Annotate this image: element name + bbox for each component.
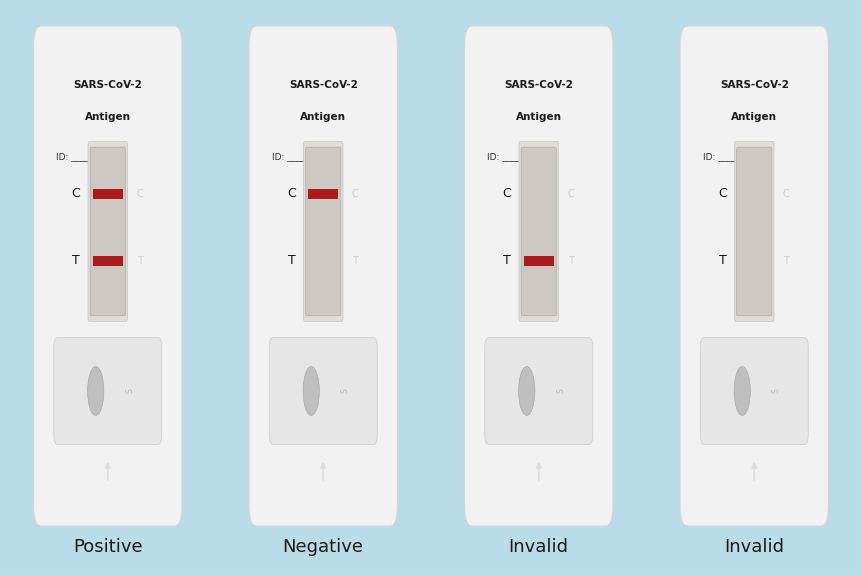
Text: Antigen: Antigen — [730, 112, 777, 122]
FancyBboxPatch shape — [88, 141, 127, 321]
Text: SARS-CoV-2: SARS-CoV-2 — [504, 81, 573, 90]
Text: T: T — [567, 256, 573, 266]
Text: C: C — [567, 189, 573, 199]
Text: T: T — [718, 254, 726, 267]
Bar — [523, 256, 553, 266]
FancyBboxPatch shape — [521, 147, 555, 316]
Ellipse shape — [303, 367, 319, 415]
Text: Antigen: Antigen — [84, 112, 131, 122]
Text: Positive: Positive — [73, 538, 142, 555]
Text: T: T — [72, 254, 80, 267]
Text: S: S — [771, 389, 780, 393]
Text: T: T — [782, 256, 788, 266]
FancyBboxPatch shape — [736, 147, 771, 316]
Text: C: C — [717, 187, 726, 200]
FancyBboxPatch shape — [679, 26, 827, 526]
Text: T: T — [351, 256, 357, 266]
Text: C: C — [502, 187, 511, 200]
FancyBboxPatch shape — [518, 141, 558, 321]
FancyBboxPatch shape — [699, 338, 808, 444]
FancyBboxPatch shape — [734, 141, 773, 321]
Ellipse shape — [734, 367, 749, 415]
Text: T: T — [288, 254, 295, 267]
FancyBboxPatch shape — [269, 338, 377, 444]
Text: Antigen: Antigen — [515, 112, 561, 122]
Bar — [93, 256, 122, 266]
Bar — [93, 189, 122, 199]
FancyBboxPatch shape — [306, 147, 340, 316]
Text: C: C — [351, 189, 358, 199]
Text: SARS-CoV-2: SARS-CoV-2 — [288, 81, 357, 90]
Ellipse shape — [88, 367, 103, 415]
Bar — [308, 189, 338, 199]
Text: C: C — [136, 189, 143, 199]
Text: Antigen: Antigen — [300, 112, 346, 122]
Text: ID: ______: ID: ______ — [486, 152, 529, 162]
Text: ID: ______: ID: ______ — [702, 152, 744, 162]
Text: Invalid: Invalid — [508, 538, 568, 555]
FancyBboxPatch shape — [464, 26, 612, 526]
FancyBboxPatch shape — [303, 141, 343, 321]
Text: C: C — [71, 187, 80, 200]
Text: S: S — [555, 389, 565, 393]
Text: SARS-CoV-2: SARS-CoV-2 — [719, 81, 788, 90]
Text: C: C — [287, 187, 295, 200]
FancyBboxPatch shape — [53, 338, 162, 444]
Text: S: S — [125, 389, 134, 393]
Text: T: T — [503, 254, 511, 267]
Ellipse shape — [518, 367, 534, 415]
Text: SARS-CoV-2: SARS-CoV-2 — [73, 81, 142, 90]
FancyBboxPatch shape — [90, 147, 125, 316]
FancyBboxPatch shape — [484, 338, 592, 444]
Text: S: S — [340, 389, 350, 393]
Text: Invalid: Invalid — [723, 538, 784, 555]
FancyBboxPatch shape — [34, 26, 182, 526]
FancyBboxPatch shape — [249, 26, 397, 526]
Text: Negative: Negative — [282, 538, 363, 555]
Text: ID: ______: ID: ______ — [56, 152, 98, 162]
Text: ID: ______: ID: ______ — [271, 152, 313, 162]
Text: C: C — [782, 189, 789, 199]
Text: T: T — [136, 256, 142, 266]
